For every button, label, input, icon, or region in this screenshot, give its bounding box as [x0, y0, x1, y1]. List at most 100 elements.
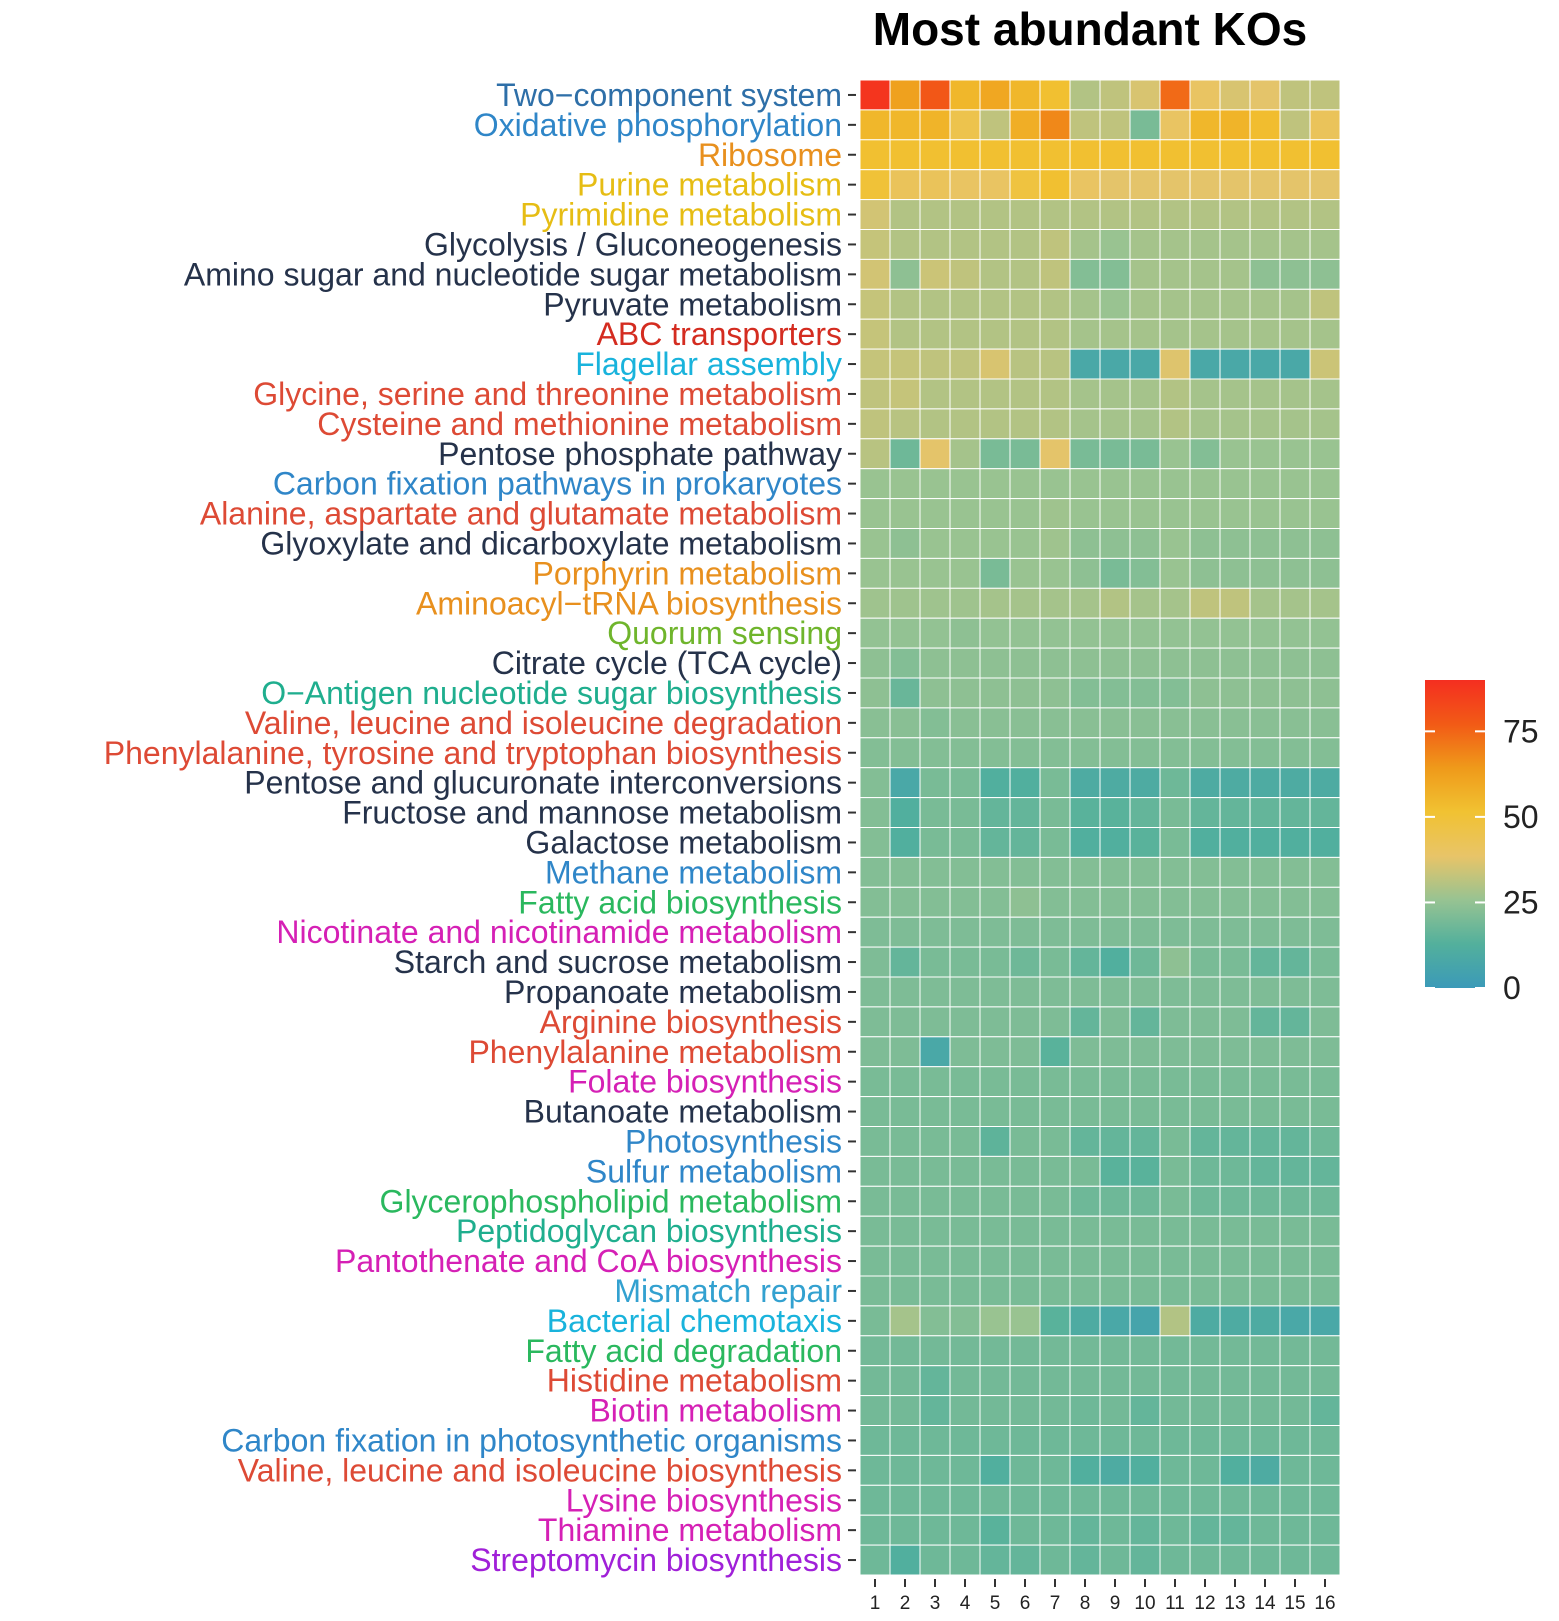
heatmap-cell — [1069, 946, 1101, 978]
heatmap-cell — [1189, 408, 1221, 440]
heatmap-cell — [1219, 557, 1251, 589]
heatmap-cell — [1189, 1066, 1221, 1098]
heatmap-cell — [1159, 528, 1191, 559]
row-label: Purine metabolism — [577, 167, 842, 203]
heatmap-cell — [859, 79, 891, 111]
heatmap-cell — [979, 1245, 1011, 1277]
heatmap-cell — [1129, 617, 1161, 649]
column-label: 5 — [990, 1593, 1001, 1614]
row-label: Aminoacyl−tRNA biosynthesis — [416, 585, 842, 621]
heatmap-cell — [1129, 1185, 1161, 1217]
heatmap-cell — [1039, 199, 1071, 231]
heatmap-cell — [1309, 1155, 1341, 1187]
heatmap-cell — [1069, 79, 1101, 111]
heatmap-cell — [1129, 109, 1161, 141]
heatmap-cell — [1159, 1425, 1191, 1456]
column-label: 14 — [1254, 1593, 1276, 1614]
column-label: 13 — [1224, 1593, 1245, 1614]
heatmap-cell — [1309, 946, 1341, 978]
heatmap-cell — [1279, 1454, 1311, 1486]
heatmap-cell — [859, 1275, 891, 1307]
heatmap-cell — [949, 1335, 981, 1367]
heatmap-cell — [1099, 318, 1131, 350]
heatmap-cell — [979, 1395, 1011, 1426]
heatmap-cell — [1099, 1185, 1131, 1217]
heatmap-cell — [919, 318, 951, 350]
heatmap-cell — [1009, 1365, 1041, 1397]
heatmap-cell — [1039, 677, 1071, 709]
heatmap-cell — [1159, 767, 1191, 799]
heatmap-cell — [1099, 348, 1131, 380]
heatmap-cell — [1009, 1006, 1041, 1038]
heatmap-cell — [1009, 1484, 1041, 1516]
heatmap-cell — [919, 1425, 951, 1456]
heatmap-cell — [949, 1454, 981, 1486]
heatmap-cell — [1309, 587, 1341, 619]
heatmap-cell — [1189, 199, 1221, 231]
heatmap-cell — [1309, 109, 1341, 141]
heatmap-cell — [1189, 468, 1221, 500]
heatmap-cell — [1159, 438, 1191, 470]
column-label: 8 — [1080, 1593, 1091, 1614]
heatmap-cell — [1249, 1185, 1281, 1217]
heatmap-cell — [1309, 438, 1341, 470]
heatmap-cell — [1279, 1126, 1311, 1157]
heatmap-cell — [1309, 617, 1341, 649]
heatmap-cell — [1099, 1006, 1131, 1038]
heatmap-cell — [1309, 348, 1341, 380]
heatmap-cell — [1159, 916, 1191, 948]
heatmap-cell — [1159, 109, 1191, 141]
heatmap-cell — [1189, 1454, 1221, 1486]
row-label: Pentose and glucuronate interconversions — [244, 765, 842, 801]
heatmap-cell — [1249, 916, 1281, 948]
heatmap-cell — [1159, 169, 1191, 201]
heatmap-cell — [1069, 229, 1101, 260]
row-label: Pyrimidine metabolism — [520, 197, 842, 233]
heatmap-cell — [1249, 1245, 1281, 1277]
heatmap-cell — [1249, 557, 1281, 589]
heatmap-cell — [979, 1544, 1011, 1576]
heatmap-cell — [1279, 1006, 1311, 1038]
heatmap-cell — [1099, 1544, 1131, 1576]
heatmap-cell — [979, 1066, 1011, 1098]
heatmap-cell — [1249, 1514, 1281, 1546]
heatmap-cell — [1219, 348, 1251, 380]
heatmap-cell — [949, 438, 981, 470]
heatmap-cell — [1159, 797, 1191, 828]
heatmap-cell — [859, 886, 891, 918]
heatmap-cell — [1189, 1215, 1221, 1247]
heatmap-cell — [979, 916, 1011, 948]
heatmap-cell — [979, 1484, 1011, 1516]
heatmap-cell — [949, 348, 981, 380]
heatmap-cell — [919, 707, 951, 739]
heatmap-cell — [1009, 438, 1041, 470]
heatmap-cell — [1219, 1514, 1251, 1546]
heatmap-cell — [949, 169, 981, 201]
heatmap-cell — [1069, 348, 1101, 380]
heatmap-cell — [1099, 1066, 1131, 1098]
heatmap-cell — [949, 229, 981, 260]
heatmap-cell — [1069, 378, 1101, 410]
heatmap-cell — [1009, 916, 1041, 948]
row-label: Porphyrin metabolism — [533, 555, 842, 591]
heatmap-cell — [1279, 946, 1311, 978]
heatmap-cell — [1039, 557, 1071, 589]
heatmap-cell — [1249, 468, 1281, 500]
heatmap-cell — [1099, 1215, 1131, 1247]
heatmap-cell — [919, 797, 951, 828]
heatmap-cell — [979, 707, 1011, 739]
heatmap-cell — [1219, 79, 1251, 111]
heatmap-cell — [889, 916, 921, 948]
heatmap-cell — [919, 1514, 951, 1546]
heatmap-cell — [949, 677, 981, 709]
heatmap-cell — [1249, 1544, 1281, 1576]
heatmap-cell — [979, 288, 1011, 320]
heatmap-cell — [1129, 1066, 1161, 1098]
heatmap-cell — [1189, 169, 1221, 201]
heatmap-cell — [949, 1395, 981, 1426]
column-label: 9 — [1110, 1593, 1121, 1614]
column-label: 6 — [1020, 1593, 1031, 1614]
heatmap-cell — [1189, 79, 1221, 111]
heatmap-cell — [1279, 797, 1311, 828]
